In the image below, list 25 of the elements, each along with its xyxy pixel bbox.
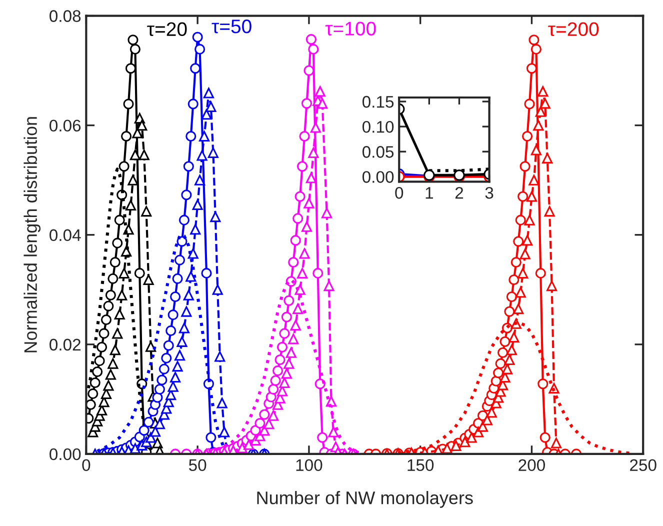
y-tick-label: 0.05 — [362, 146, 394, 158]
y-tick-label: 0.00 — [50, 448, 81, 460]
x-tick-label: 100 — [296, 459, 322, 472]
x-tick-label: 2 — [455, 186, 464, 199]
x-tick-label: 0 — [82, 459, 90, 472]
x-tick-label: 3 — [485, 186, 494, 199]
x-tick-label: 1 — [426, 187, 434, 199]
annotation: τ=50 — [212, 20, 252, 34]
y-tick-label: 0.06 — [50, 120, 81, 132]
x-axis-title: Number of NW monolayers — [257, 491, 473, 508]
annotation: τ=200 — [548, 22, 599, 36]
annotation: τ=20 — [147, 22, 187, 36]
y-tick-label: 0.04 — [50, 229, 81, 242]
x-tick-label: 0 — [395, 186, 404, 199]
x-tick-label: 250 — [630, 459, 656, 472]
y-tick-label: 0.02 — [50, 338, 80, 351]
x-tick-label: 200 — [518, 459, 545, 472]
x-tick-label: 50 — [188, 459, 206, 472]
y-axis-title: Normalized length distribution — [24, 117, 41, 352]
x-tick-label: 150 — [408, 459, 434, 472]
y-tick-label: 0.08 — [50, 10, 81, 22]
y-tick-label: 0.15 — [362, 96, 394, 108]
y-tick-label: 0.10 — [362, 120, 394, 133]
annotation: τ=100 — [325, 22, 376, 36]
y-tick-label: 0.00 — [362, 171, 394, 183]
